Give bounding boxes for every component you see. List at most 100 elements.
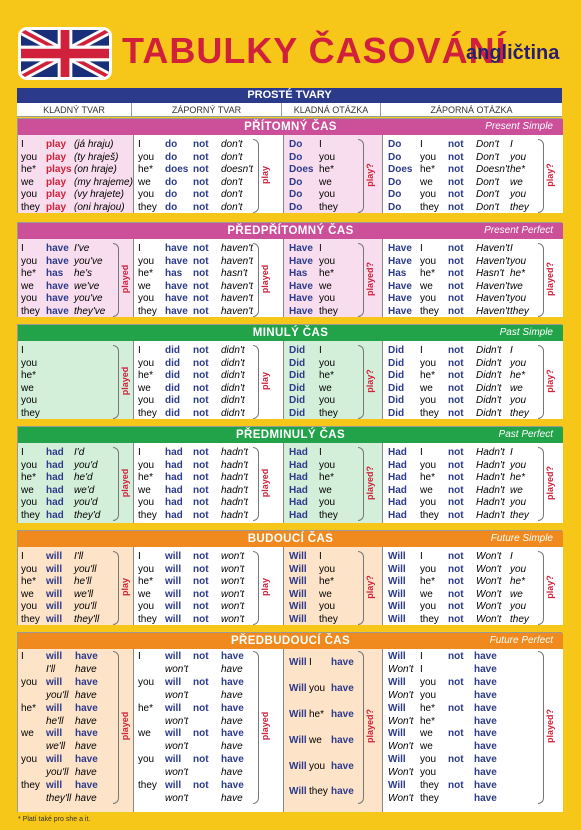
subject: you [21,754,38,766]
auxiliary: won't [165,741,189,753]
verb-form: have [46,280,69,292]
section-header: MINULÝ ČAS Past Simple [18,325,563,341]
table-row: Did they [283,408,382,421]
short-form: they've [74,306,106,317]
contraction: Don't [476,139,500,150]
subject: I [21,551,24,562]
table-row: Did I [283,345,382,358]
table-row: Won't you have [382,690,563,703]
quadrant-question [283,649,382,812]
subject-repeat: you [510,497,527,509]
table-row: Did they not Didn't they [382,408,563,421]
negation: not [448,357,464,369]
subject: you [319,255,336,267]
verb-form: have [46,255,69,267]
verb-form: has [46,268,64,280]
subject: they [138,510,157,521]
subject: you [319,151,336,163]
table-row: Had we [283,485,382,498]
contraction: Haven't [476,293,510,305]
negation: not [193,345,209,356]
subject: I [420,447,423,458]
section-english-name: Present Simple [485,121,553,132]
have-word: have [75,741,97,753]
negation: not [448,676,464,688]
auxiliary: I'll [46,663,56,675]
table-row: Had he* [283,472,382,485]
subject-repeat: you [510,601,527,613]
table-row: won't have [133,767,283,780]
negation: not [193,576,209,588]
table-row: Will you not Won't you [382,564,563,577]
verb-form: will [46,588,63,600]
auxiliary: he'll [46,715,64,727]
auxiliary: Will [289,657,307,669]
subject: he* [21,164,37,176]
brace [113,651,119,804]
short-form: you'd [74,497,98,509]
negation: not [193,601,209,613]
auxiliary: won't [165,715,189,727]
auxiliary: will [46,651,63,662]
tense-verb-label: play? [365,575,375,599]
negation: not [448,370,464,382]
subject: he* [21,702,37,714]
have-word: have [75,689,97,701]
subject: they [420,780,439,791]
negation: not [448,280,464,292]
tense-verb-label: played? [365,261,375,296]
subject: they [138,614,157,625]
table-row: Did he* [283,370,382,383]
auxiliary: Will [289,601,307,613]
brace [538,551,544,625]
short-form: you'll [74,601,97,613]
have-word: have [474,728,497,740]
negation: not [193,293,209,305]
table-row: you had not hadn't [133,460,283,473]
brace [253,651,259,804]
column-divider [133,239,134,317]
auxiliary: Won't [388,741,414,753]
have-word: have [221,689,243,701]
subject: you [420,395,437,407]
quadrant-affirmative [18,443,133,523]
column-heading-affirmative: KLADNÝ TVAR [17,103,132,117]
auxiliary: will [165,563,182,575]
column-divider [283,443,284,523]
auxiliary: Had [289,484,308,496]
contraction: don't [221,189,243,201]
subject-repeat: we [510,280,523,292]
table-row: Have I [283,243,382,256]
subject: he* [420,576,436,588]
table-row: you have not haven't [133,293,283,306]
subject-repeat: we [510,484,523,496]
auxiliary: Do [388,139,402,150]
subject: you [21,563,38,575]
table-row: we'll have [18,741,133,754]
subject: you [21,151,38,163]
table-row: Has he* [283,268,382,281]
quadrant-negative-question [382,649,563,812]
auxiliary: Had [388,447,407,458]
subject: we [138,484,151,496]
negation: not [448,176,464,188]
auxiliary: will [165,551,182,562]
auxiliary: will [165,614,182,625]
table-row: Will they not have [382,780,563,793]
verb-form: had [46,497,64,509]
have-word: have [331,709,354,721]
table-row: Have they not Haven't they [382,306,563,319]
brace [358,243,364,317]
column-divider [133,135,134,213]
table-row: he* will not won't [133,576,283,589]
subject: I [319,139,322,150]
auxiliary: Will [289,709,307,721]
subject: they [138,306,157,317]
subject: you [21,189,38,201]
auxiliary: Will [388,563,406,575]
auxiliary: had [165,497,183,509]
auxiliary: will [46,728,63,740]
subject: they [420,510,439,521]
